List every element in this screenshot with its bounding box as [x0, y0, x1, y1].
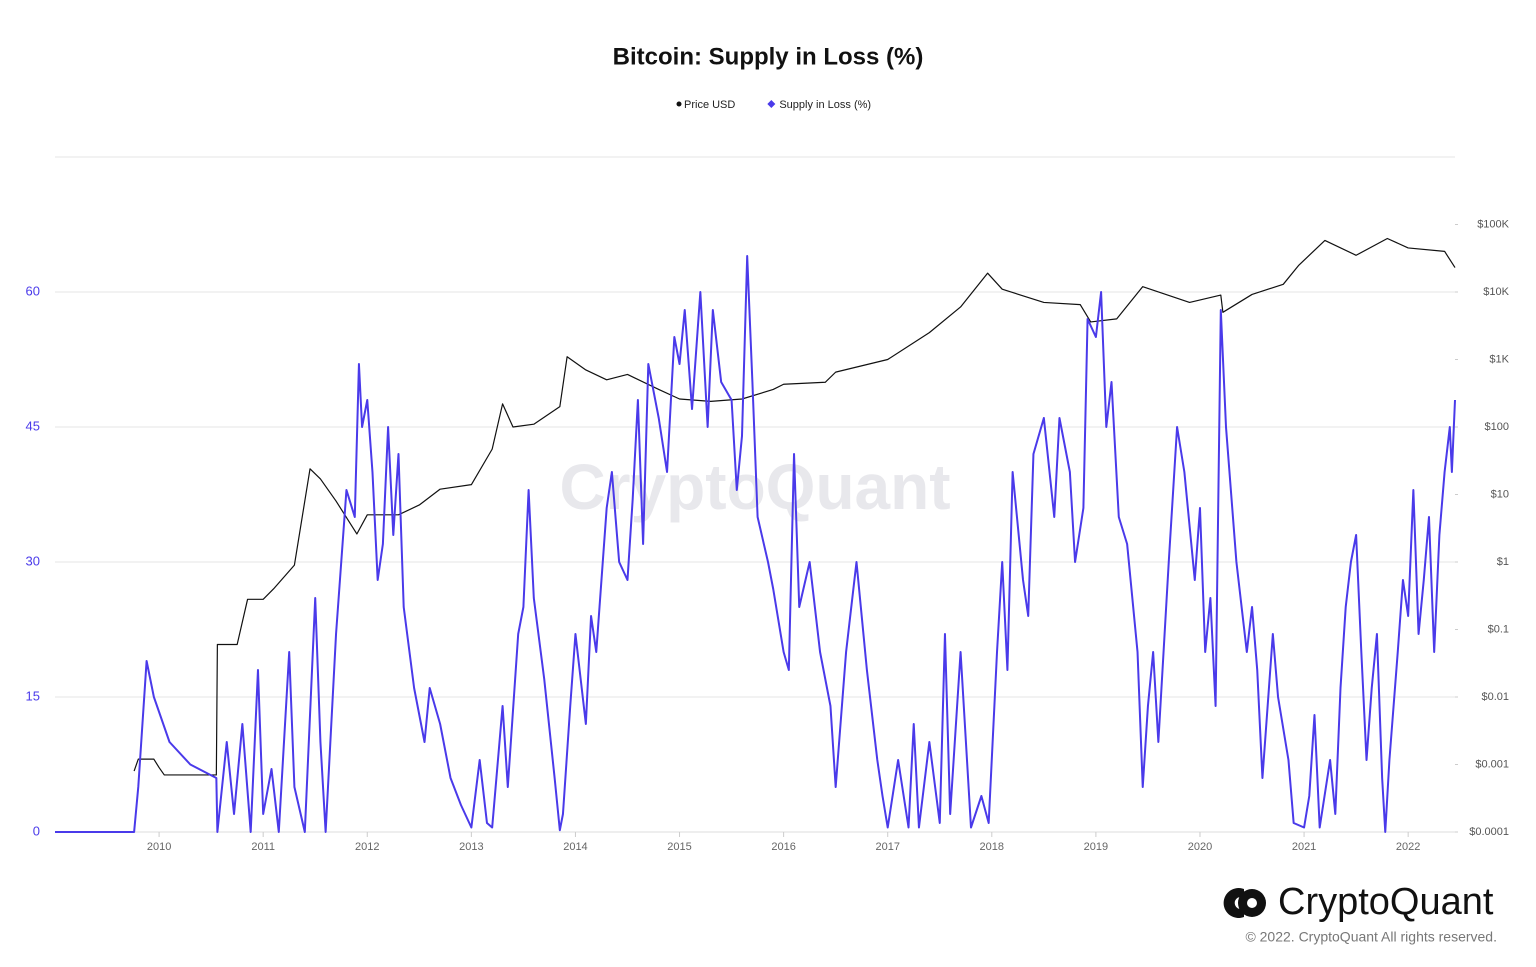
y2-tick-label: $1K: [1489, 353, 1509, 365]
y-tick-label: 30: [26, 553, 40, 568]
brand-logo: [1223, 888, 1266, 919]
x-tick-label: 2019: [1084, 841, 1108, 853]
y2-tick-label: $1: [1497, 556, 1509, 568]
y-tick-label: 45: [26, 418, 40, 433]
x-tick-label: 2012: [355, 841, 379, 853]
x-tick-label: 2017: [875, 841, 899, 853]
logo-c: [1223, 888, 1244, 919]
x-tick-label: 2016: [771, 841, 795, 853]
copyright: © 2022. CryptoQuant All rights reserved.: [1245, 929, 1497, 945]
y2-tick-label: $10K: [1483, 286, 1509, 298]
y2-tick-label: $0.1: [1488, 623, 1509, 635]
x-tick-label: 2020: [1188, 841, 1212, 853]
logo-hole: [1247, 898, 1257, 908]
legend-marker: [676, 101, 682, 107]
legend-label: Supply in Loss (%): [779, 99, 871, 111]
series-line: [133, 237, 1456, 776]
series-line: [55, 255, 1456, 833]
y2-tick-label: $0.0001: [1469, 826, 1509, 838]
x-tick-label: 2018: [980, 841, 1004, 853]
y2-tick-label: $0.001: [1475, 758, 1509, 770]
y2-tick-label: $100K: [1477, 218, 1509, 230]
x-tick-label: 2013: [459, 841, 483, 853]
legend-marker: [767, 100, 776, 108]
x-tick-label: 2015: [667, 841, 691, 853]
x-tick-label: 2010: [147, 841, 171, 853]
y-tick-label: 15: [26, 688, 40, 703]
y2-tick-label: $100: [1485, 421, 1509, 433]
chart-title: Bitcoin: Supply in Loss (%): [613, 43, 924, 70]
x-tick-label: 2022: [1396, 841, 1420, 853]
x-tick-label: 2014: [563, 841, 587, 853]
x-tick-label: 2011: [251, 841, 275, 853]
brand-name: CryptoQuant: [1278, 881, 1494, 923]
y-tick-label: 0: [33, 823, 40, 838]
y2-tick-label: $0.01: [1481, 691, 1509, 703]
y2-tick-label: $10: [1491, 488, 1509, 500]
x-tick-label: 2021: [1292, 841, 1316, 853]
legend-label: Price USD: [684, 99, 735, 111]
y-tick-label: 60: [26, 283, 40, 298]
